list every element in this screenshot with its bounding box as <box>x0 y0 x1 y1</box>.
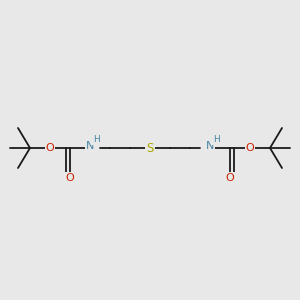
Text: N: N <box>206 141 214 151</box>
Text: O: O <box>46 143 54 153</box>
Text: N: N <box>86 141 94 151</box>
Text: O: O <box>246 143 254 153</box>
Text: O: O <box>66 173 74 183</box>
Text: H: H <box>213 136 219 145</box>
Text: H: H <box>93 136 99 145</box>
Text: S: S <box>146 142 154 154</box>
Text: O: O <box>226 173 234 183</box>
